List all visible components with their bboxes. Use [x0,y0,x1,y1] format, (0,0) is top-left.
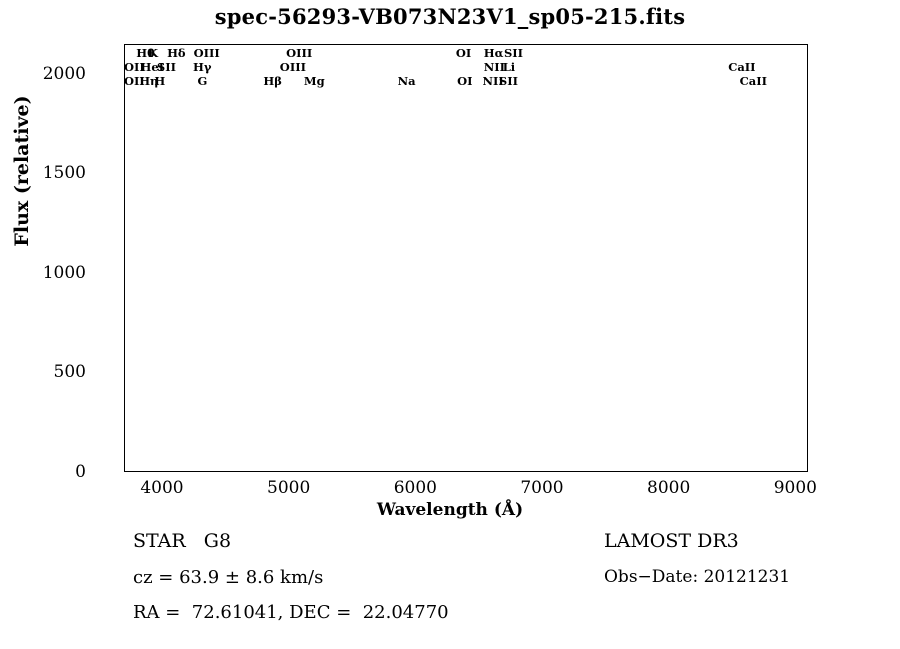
x-tick-label: 6000 [393,478,437,498]
spectral-line-label: SII [504,46,524,60]
spectral-line-label: G [197,74,208,88]
y-tick-label: 2000 [42,63,86,84]
plot-frame [124,44,808,472]
spectral-line-label: OII [124,74,145,88]
footer-right-column: LAMOST DR3 Obs−Date: 20121231 [604,530,790,601]
spectral-line-label: OIII [279,60,306,74]
footer-left-column: STAR G8 cz = 63.9 ± 8.6 km/s RA = 72.610… [133,530,449,637]
survey-name: LAMOST DR3 [604,530,739,552]
spectral-line-label: CaII [739,74,767,88]
y-tick-label: 500 [53,362,86,383]
spectral-line-label: Hθ [136,46,155,60]
spectral-line-label: NII [482,74,504,88]
x-tick-label: 8000 [647,478,691,498]
x-tick-label: 7000 [520,478,564,498]
x-axis-title: Wavelength (Å) [376,500,524,520]
spectral-line-label: NII [483,60,505,74]
obs-date: Obs−Date: 20121231 [604,567,791,587]
y-tick-label: 1000 [42,262,86,283]
page-title: spec-56293-VB073N23V1_sp05-215.fits [214,4,686,29]
spectral-line-label: Hβ [263,74,282,88]
spectral-line-label: H [154,74,166,88]
spectral-line-label: K [147,46,158,60]
spectral-line-label: OIII [286,46,313,60]
spectral-line-label: Na [397,74,416,88]
spectral-line-label: Li [502,60,516,74]
spectral-line-label: CaII [728,60,756,74]
spectral-line-label: Hγ [193,60,212,74]
x-tick-label: 5000 [267,478,311,498]
footer-info: STAR G8 cz = 63.9 ± 8.6 km/s RA = 72.610… [0,530,900,640]
coordinates-value: RA = 72.61041, DEC = 22.04770 [133,602,449,623]
plot-area: Hθ K Hδ OIII OIII OI Hα SII OII HeI SII Hγ OIII NII Li… [124,44,808,472]
spectral-line-label: Hη [139,74,159,88]
y-tick-label: 1500 [42,163,86,184]
spectral-line-label: OI [455,46,472,60]
spectral-line-label: OII [124,60,145,74]
y-tick-label: 0 [75,462,86,482]
x-tick-label: 9000 [773,478,817,498]
spectral-line-label: SII [498,74,518,88]
object-class: STAR G8 [133,530,232,552]
spectral-line-label: OIII [193,46,220,60]
spectral-line-label: Hδ [167,46,186,60]
redshift-value: cz = 63.9 ± 8.6 km/s [133,567,324,588]
spectral-line-label: Hα [483,46,504,60]
spectral-line-label: HeI [140,60,165,74]
spectral-line-label: SII [156,60,176,74]
y-axis-title: Flux (relative) [11,95,33,247]
spectral-line-label: Mg [303,74,325,88]
x-tick-label: 4000 [140,478,184,498]
spectral-line-label: OI [457,74,473,88]
